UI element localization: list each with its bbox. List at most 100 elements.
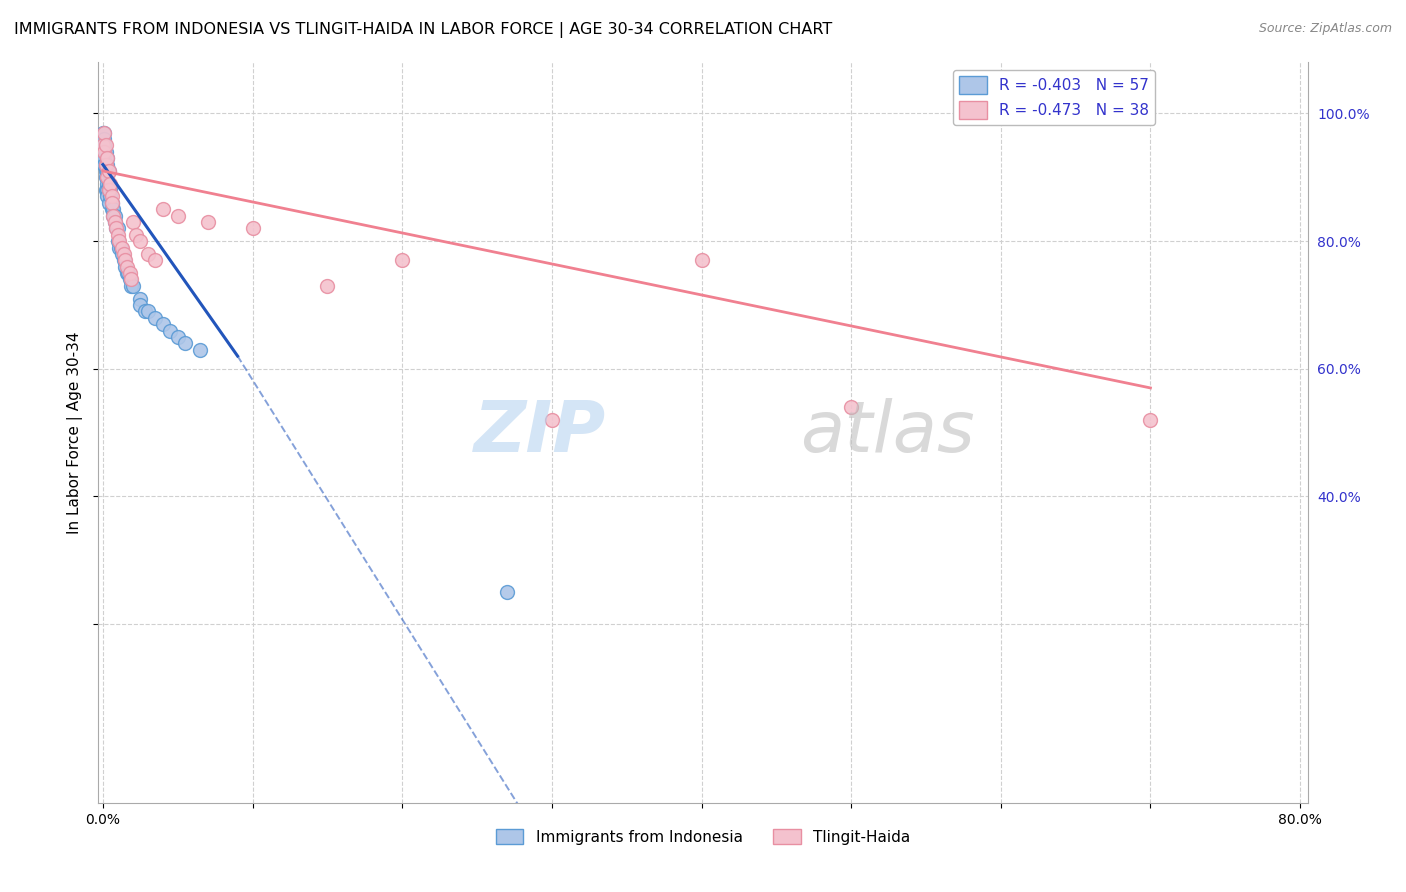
Point <box>159 324 181 338</box>
Point <box>112 247 135 261</box>
Point <box>97 183 120 197</box>
Point <box>96 189 118 203</box>
Point <box>93 126 115 140</box>
Point <box>108 240 131 255</box>
Point <box>94 183 117 197</box>
Point <box>117 266 139 280</box>
Point <box>94 145 117 159</box>
Point <box>152 202 174 217</box>
Point <box>110 240 132 255</box>
Point <box>91 138 114 153</box>
Text: Source: ZipAtlas.com: Source: ZipAtlas.com <box>1258 22 1392 36</box>
Point <box>114 260 136 274</box>
Point <box>103 202 125 217</box>
Point <box>112 253 135 268</box>
Point <box>91 132 114 146</box>
Point <box>118 272 141 286</box>
Point <box>105 221 128 235</box>
Point <box>540 413 562 427</box>
Point <box>120 272 142 286</box>
Point <box>107 221 129 235</box>
Point <box>93 157 115 171</box>
Point <box>97 183 120 197</box>
Point <box>121 215 143 229</box>
Y-axis label: In Labor Force | Age 30-34: In Labor Force | Age 30-34 <box>67 331 83 534</box>
Point <box>152 317 174 331</box>
Point <box>166 330 188 344</box>
Point <box>391 253 413 268</box>
Point <box>94 157 117 171</box>
Point <box>103 209 125 223</box>
Point <box>96 164 118 178</box>
Point <box>93 138 115 153</box>
Point <box>96 151 118 165</box>
Point <box>121 278 143 293</box>
Point <box>174 336 197 351</box>
Text: IMMIGRANTS FROM INDONESIA VS TLINGIT-HAIDA IN LABOR FORCE | AGE 30-34 CORRELATIO: IMMIGRANTS FROM INDONESIA VS TLINGIT-HAI… <box>14 22 832 38</box>
Point <box>93 126 115 140</box>
Point <box>107 234 129 248</box>
Point <box>91 126 114 140</box>
Point <box>111 247 134 261</box>
Point <box>143 253 166 268</box>
Point <box>96 177 118 191</box>
Point <box>1139 413 1161 427</box>
Point <box>101 195 124 210</box>
Point <box>125 227 148 242</box>
Point <box>114 253 136 268</box>
Point <box>93 145 115 159</box>
Point <box>104 209 127 223</box>
Point <box>97 164 120 178</box>
Point <box>93 151 115 165</box>
Point <box>129 234 152 248</box>
Point <box>690 253 713 268</box>
Point <box>496 585 519 599</box>
Point <box>108 234 131 248</box>
Point <box>104 215 127 229</box>
Point <box>107 227 129 242</box>
Point <box>118 266 141 280</box>
Point <box>115 260 138 274</box>
Point <box>115 266 138 280</box>
Point <box>104 215 127 229</box>
Point <box>101 189 124 203</box>
Point <box>94 138 117 153</box>
Text: ZIP: ZIP <box>474 398 606 467</box>
Point <box>134 304 156 318</box>
Legend: Immigrants from Indonesia, Tlingit-Haida: Immigrants from Indonesia, Tlingit-Haida <box>489 822 917 851</box>
Point <box>136 304 159 318</box>
Point <box>188 343 211 357</box>
Point <box>242 221 264 235</box>
Point <box>96 183 118 197</box>
Point <box>129 292 152 306</box>
Point <box>111 240 134 255</box>
Text: atlas: atlas <box>800 398 974 467</box>
Point <box>100 189 122 203</box>
Point <box>166 209 188 223</box>
Point <box>100 177 122 191</box>
Point <box>94 170 117 185</box>
Point <box>101 195 124 210</box>
Point <box>316 278 339 293</box>
Point <box>94 164 117 178</box>
Point <box>136 247 159 261</box>
Point <box>97 177 120 191</box>
Point <box>91 151 114 165</box>
Point <box>91 138 114 153</box>
Point <box>103 209 125 223</box>
Point <box>120 278 142 293</box>
Point <box>129 298 152 312</box>
Point <box>105 221 128 235</box>
Point <box>93 145 115 159</box>
Point <box>97 164 120 178</box>
Point <box>96 151 118 165</box>
Point <box>100 183 122 197</box>
Point <box>93 132 115 146</box>
Point <box>97 195 120 210</box>
Point <box>96 170 118 185</box>
Point <box>96 157 118 171</box>
Point <box>101 202 124 217</box>
Point <box>94 157 117 171</box>
Point <box>197 215 219 229</box>
Point <box>143 310 166 325</box>
